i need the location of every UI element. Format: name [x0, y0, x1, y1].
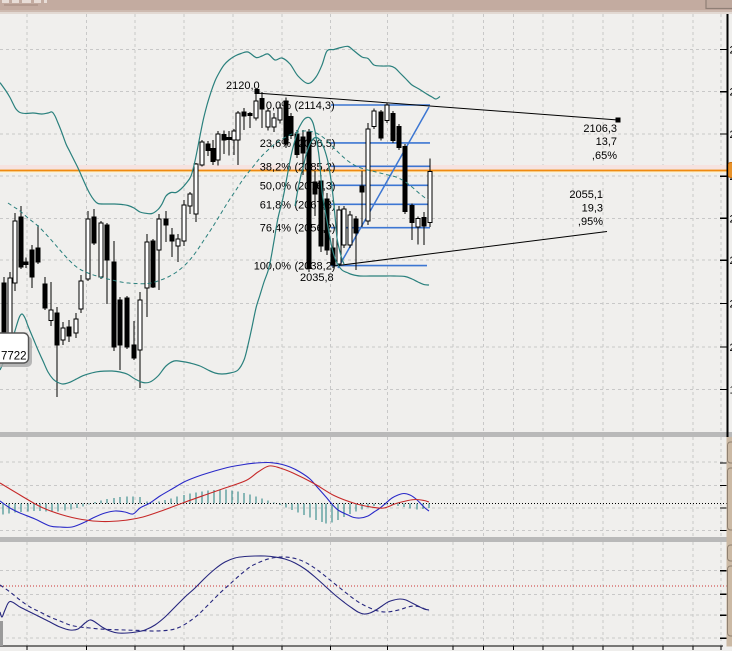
- svg-text:50,0%: 50,0%: [260, 180, 291, 192]
- svg-text:23,6%: 23,6%: [260, 138, 291, 150]
- svg-text:2: 2: [730, 45, 732, 57]
- svg-text:13,7: 13,7: [596, 136, 617, 148]
- svg-text:(2085,2): (2085,2): [295, 161, 336, 173]
- svg-text:7722: 7722: [1, 351, 27, 363]
- svg-text:2: 2: [730, 342, 732, 354]
- svg-text:19,3: 19,3: [582, 203, 603, 215]
- svg-text:2106,3: 2106,3: [583, 123, 617, 135]
- svg-text:,95%: ,95%: [578, 216, 603, 228]
- svg-text:2120,0: 2120,0: [226, 80, 260, 92]
- svg-text:2: 2: [730, 87, 732, 99]
- svg-text:61,8%: 61,8%: [260, 199, 291, 211]
- svg-text:2055,1: 2055,1: [569, 189, 603, 201]
- svg-text:(2114,3): (2114,3): [295, 100, 335, 112]
- svg-text:38,2%: 38,2%: [260, 161, 291, 173]
- svg-text:2: 2: [730, 129, 732, 141]
- svg-text:1: 1: [730, 385, 732, 397]
- svg-text:2: 2: [730, 299, 732, 311]
- svg-text:2035,8: 2035,8: [300, 272, 334, 284]
- svg-text:(2038,2): (2038,2): [295, 261, 336, 273]
- svg-text:2: 2: [730, 255, 732, 267]
- svg-text:,65%: ,65%: [592, 150, 617, 162]
- svg-text:2: 2: [730, 213, 732, 225]
- svg-text:100,0%: 100,0%: [254, 261, 292, 273]
